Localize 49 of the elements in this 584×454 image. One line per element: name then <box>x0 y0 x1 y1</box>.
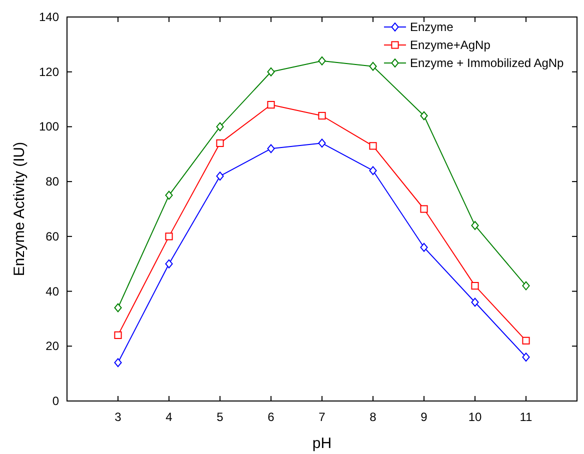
y-tick-label: 120 <box>38 64 60 79</box>
point <box>318 112 326 120</box>
y-tick-label: 0 <box>52 394 60 408</box>
y-tick-label: 80 <box>46 174 60 189</box>
point <box>522 336 530 344</box>
point <box>216 172 224 181</box>
y-tick-label: 100 <box>38 120 60 134</box>
point <box>165 190 173 200</box>
point <box>369 62 377 71</box>
point <box>267 144 275 154</box>
x-axis-title: pH <box>312 435 332 452</box>
point <box>471 282 479 290</box>
point <box>369 142 377 150</box>
point <box>114 331 122 339</box>
point <box>471 220 479 230</box>
y-tick-label: 20 <box>46 339 60 354</box>
point <box>522 281 530 290</box>
point <box>216 122 224 132</box>
x-tick-label: 11 <box>520 410 533 424</box>
point <box>114 303 122 312</box>
point <box>267 100 275 109</box>
point <box>420 205 428 213</box>
x-tick-label: 10 <box>468 410 482 424</box>
y-axis-title: Enzyme Activity (IU) <box>11 142 28 276</box>
x-tick-label: 7 <box>318 410 326 424</box>
point <box>165 232 173 240</box>
y-tick-label: 140 <box>38 10 60 24</box>
point <box>165 259 173 268</box>
legend-label: Enzyme <box>410 20 454 34</box>
x-tick-label: 3 <box>114 410 122 424</box>
legend-label: Enzyme+AgNp <box>410 38 491 52</box>
point <box>471 298 479 307</box>
x-tick-label: 8 <box>370 410 377 424</box>
point <box>267 67 275 76</box>
point <box>420 242 428 252</box>
point <box>369 166 377 176</box>
point <box>114 358 122 368</box>
point <box>318 138 326 148</box>
legend-label: Enzyme + Immobilized AgNp <box>410 56 564 70</box>
y-tick-label: 60 <box>46 229 60 244</box>
point <box>420 111 428 120</box>
point <box>318 56 326 66</box>
x-tick-label: 9 <box>420 410 428 424</box>
x-tick-label: 4 <box>166 410 173 424</box>
point <box>216 139 224 147</box>
y-tick-label: 40 <box>46 284 60 298</box>
x-tick-label: 5 <box>216 410 224 424</box>
x-tick-label: 6 <box>268 410 275 424</box>
point <box>522 352 530 362</box>
